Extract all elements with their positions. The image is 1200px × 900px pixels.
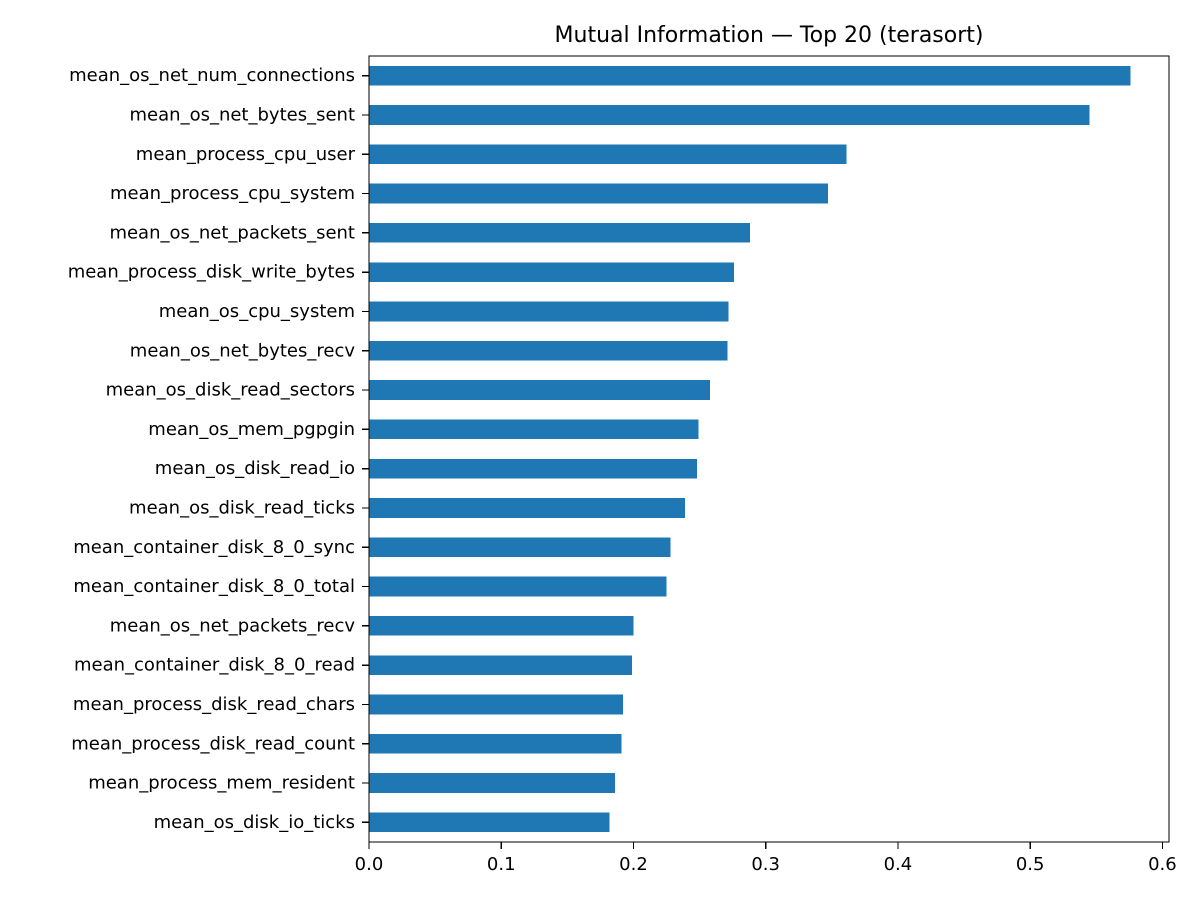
y-axis: mean_os_net_num_connections mean_os_net_b…	[68, 65, 369, 833]
x-tick-label: 0.4	[884, 854, 913, 875]
bar	[369, 105, 1090, 125]
y-tick-label: mean_process_cpu_user	[136, 144, 356, 165]
y-tick-label: mean_process_disk_read_count	[71, 733, 355, 754]
bar	[369, 655, 633, 675]
x-axis: 0.0 0.1 0.2 0.3 0.4 0.5 0.6	[355, 842, 1177, 875]
x-tick-label: 0.3	[751, 854, 780, 875]
bar	[369, 812, 610, 833]
x-tick-label: 0.5	[1016, 854, 1045, 875]
y-tick-label: mean_process_mem_resident	[88, 773, 355, 794]
y-tick-label: mean_container_disk_8_0_read	[74, 655, 355, 676]
y-tick-label: mean_os_mem_pgpgin	[148, 419, 355, 440]
bar	[369, 380, 711, 400]
bar	[369, 223, 750, 243]
x-tick-label: 0.6	[1148, 854, 1177, 875]
y-tick-label: mean_os_disk_io_ticks	[154, 812, 355, 833]
bar	[369, 616, 634, 636]
bar	[369, 340, 728, 361]
y-tick-label: mean_process_disk_write_bytes	[68, 262, 355, 283]
y-tick-label: mean_process_disk_read_chars	[73, 694, 355, 715]
bar	[369, 733, 622, 754]
bar	[369, 498, 686, 518]
bar	[369, 144, 847, 165]
bar	[369, 262, 734, 282]
bar	[369, 65, 1131, 86]
y-tick-label: mean_process_cpu_system	[110, 183, 355, 204]
y-tick-label: mean_os_net_packets_sent	[109, 222, 355, 243]
plot-frame	[368, 55, 1170, 843]
bar	[369, 183, 828, 204]
bar	[369, 458, 697, 479]
y-tick-label: mean_container_disk_8_0_sync	[73, 537, 355, 558]
y-tick-label: mean_os_disk_read_ticks	[129, 497, 355, 518]
bar	[369, 694, 623, 715]
y-tick-label: mean_os_disk_read_sectors	[106, 380, 355, 401]
y-tick-label: mean_os_net_bytes_sent	[130, 104, 355, 125]
x-tick-label: 0.2	[619, 854, 648, 875]
y-tick-label: mean_os_net_packets_recv	[110, 615, 356, 636]
y-tick-label: mean_os_disk_read_io	[155, 458, 355, 479]
bar	[369, 419, 699, 440]
y-tick-label: mean_os_cpu_system	[159, 301, 355, 322]
x-tick-label: 0.0	[355, 854, 384, 875]
bars-layer	[369, 65, 1131, 833]
bar	[369, 773, 615, 793]
y-tick-label: mean_container_disk_8_0_total	[73, 576, 355, 597]
x-tick-label: 0.1	[487, 854, 516, 875]
chart-title: Mutual Information — Top 20 (terasort)	[555, 23, 984, 48]
y-tick-label: mean_os_net_bytes_recv	[130, 340, 356, 361]
bar	[369, 301, 729, 322]
bar	[369, 576, 667, 597]
bar	[369, 537, 671, 558]
y-tick-label: mean_os_net_num_connections	[69, 65, 355, 86]
